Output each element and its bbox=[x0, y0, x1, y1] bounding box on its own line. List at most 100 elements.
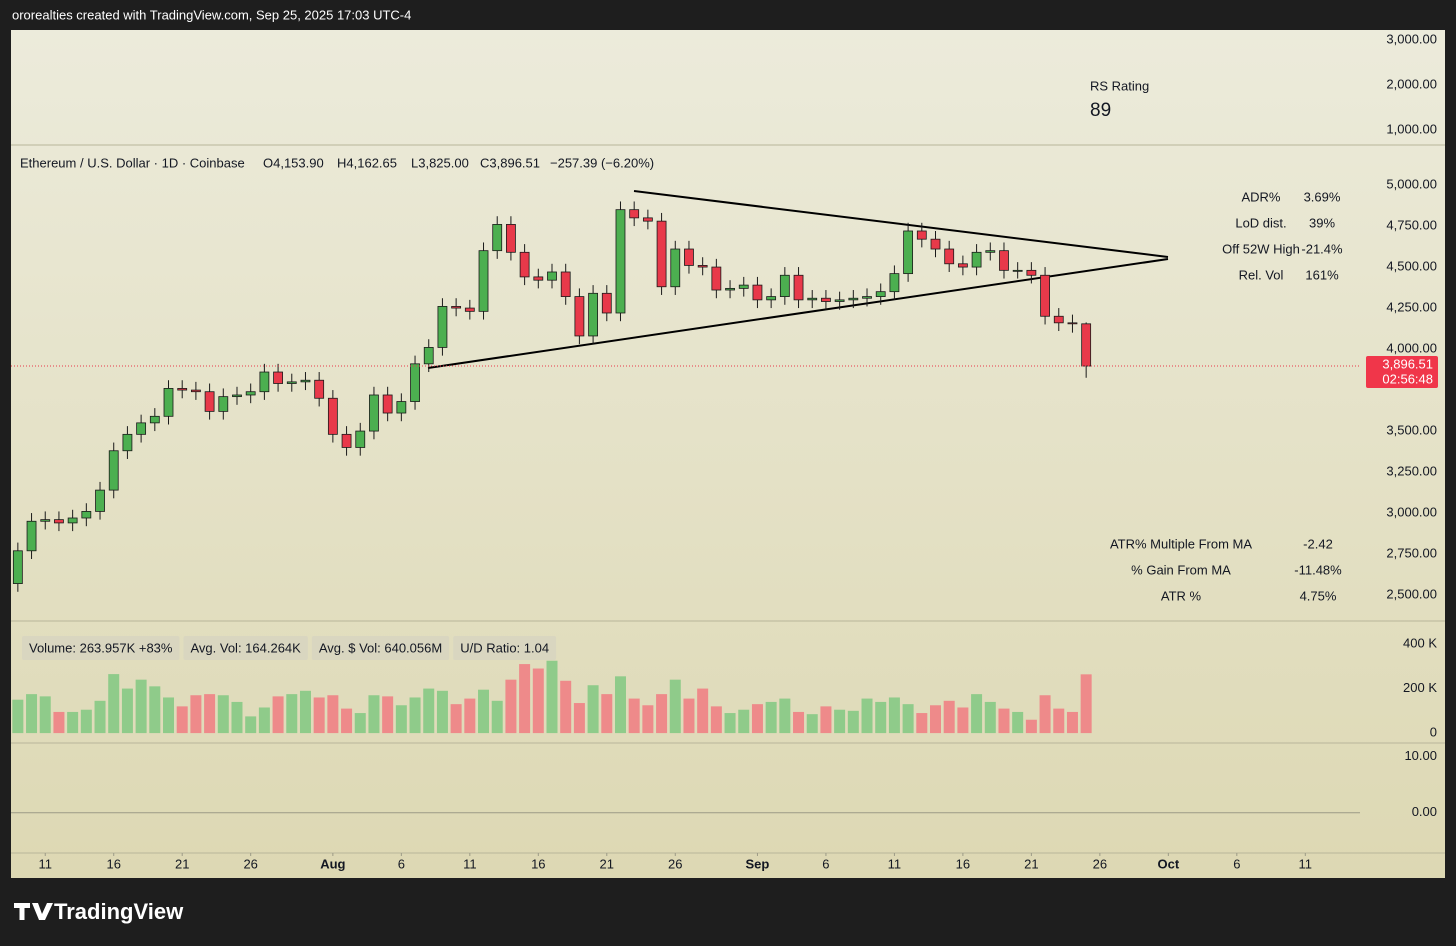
volume-bar bbox=[53, 711, 65, 734]
candle-body bbox=[779, 274, 790, 297]
y-tick-label: 400 K bbox=[1403, 635, 1437, 650]
volume-bar bbox=[341, 708, 353, 734]
stat-label: % Gain From MA bbox=[1131, 562, 1231, 577]
candle-body bbox=[12, 550, 23, 584]
y-tick-label: 1,000.00 bbox=[1386, 121, 1437, 136]
candle-body bbox=[204, 391, 215, 412]
volume-bar bbox=[1053, 708, 1065, 734]
candle-body bbox=[533, 276, 544, 281]
volume-bar bbox=[587, 685, 599, 734]
x-tick-label: 6 bbox=[398, 856, 405, 871]
volume-bar bbox=[354, 713, 366, 734]
candle-body bbox=[327, 397, 338, 435]
x-tick-label: 26 bbox=[668, 856, 682, 871]
y-tick-label: 4,500.00 bbox=[1386, 259, 1437, 274]
volume-bar bbox=[724, 713, 736, 734]
volume-bar bbox=[751, 704, 763, 734]
candle-body bbox=[149, 415, 160, 424]
volume-bar bbox=[395, 705, 407, 734]
candle-body bbox=[95, 489, 105, 512]
y-tick-label: 0 bbox=[1430, 725, 1437, 740]
candle-body bbox=[177, 388, 188, 391]
volume-info: Volume: 263.957K +83% bbox=[29, 640, 173, 655]
volume-bar bbox=[1012, 711, 1024, 734]
candle-body bbox=[903, 230, 914, 275]
volume-bar bbox=[327, 695, 339, 734]
volume-bar bbox=[546, 660, 558, 734]
volume-bar bbox=[121, 688, 133, 734]
volume-bar bbox=[26, 694, 38, 734]
y-tick-label: 3,000.00 bbox=[1386, 31, 1437, 46]
candle-body bbox=[232, 394, 242, 398]
x-tick-label: 11 bbox=[888, 856, 902, 871]
stat-label: Off 52W High bbox=[1222, 241, 1300, 256]
price-tag-timer: 02:56:48 bbox=[1382, 371, 1433, 386]
candle-body bbox=[355, 430, 366, 448]
y-tick-label: 200 K bbox=[1403, 680, 1437, 695]
volume-bar bbox=[1039, 695, 1051, 734]
stat-value: -2.42 bbox=[1303, 536, 1333, 551]
x-tick-label: 11 bbox=[1299, 856, 1313, 871]
volume-info: U/D Ratio: 1.04 bbox=[460, 640, 549, 655]
candle-body bbox=[218, 396, 229, 412]
volume-bar bbox=[683, 698, 695, 734]
candle-body bbox=[259, 371, 270, 393]
candle-body bbox=[40, 519, 51, 522]
logo-text: TradingView bbox=[54, 899, 184, 924]
stat-label: Rel. Vol bbox=[1239, 267, 1284, 282]
y-tick-label: 2,750.00 bbox=[1386, 546, 1437, 561]
candle-body bbox=[273, 371, 283, 384]
candle-body bbox=[670, 248, 681, 288]
legend-low: L3,825.00 bbox=[411, 155, 469, 170]
volume-bar bbox=[614, 676, 626, 734]
volume-bar bbox=[176, 706, 188, 734]
stat-value: 3.69% bbox=[1304, 189, 1341, 204]
y-tick-label: 0.00 bbox=[1412, 804, 1437, 819]
volume-bar bbox=[299, 690, 311, 734]
candle-body bbox=[862, 296, 872, 299]
candle-body bbox=[1012, 269, 1023, 272]
volume-bar bbox=[423, 688, 435, 734]
candle-body bbox=[1040, 274, 1050, 317]
volume-bar bbox=[765, 701, 777, 734]
volume-bar bbox=[532, 668, 544, 734]
volume-bar bbox=[642, 705, 654, 734]
volume-info: Avg. $ Vol: 640.056M bbox=[319, 640, 442, 655]
volume-bar bbox=[834, 709, 846, 734]
volume-info: Avg. Vol: 164.264K bbox=[190, 640, 301, 655]
pane-separators bbox=[11, 144, 1445, 854]
volume-bar bbox=[505, 679, 517, 734]
y-tick-label: 3,500.00 bbox=[1386, 423, 1437, 438]
candle-body bbox=[656, 220, 667, 288]
volume-bar bbox=[929, 705, 941, 734]
candle-body bbox=[396, 401, 407, 414]
candle-body bbox=[1067, 322, 1078, 325]
candle-body bbox=[67, 517, 78, 524]
candle-body bbox=[286, 381, 297, 384]
volume-bar bbox=[258, 707, 270, 734]
candle-body bbox=[122, 433, 133, 452]
candle-body bbox=[410, 363, 420, 402]
volume-bar bbox=[94, 700, 106, 734]
stat-label: ADR% bbox=[1241, 189, 1280, 204]
x-tick-label: 16 bbox=[531, 856, 545, 871]
volume-bar bbox=[957, 707, 969, 734]
legend-close: C3,896.51 bbox=[480, 155, 540, 170]
candle-body bbox=[821, 297, 831, 302]
legend-change: −257.39 (−6.20%) bbox=[550, 155, 654, 170]
candle-body bbox=[382, 394, 393, 414]
candle-body bbox=[560, 271, 571, 297]
y-tick-label: 3,000.00 bbox=[1386, 505, 1437, 520]
candle-body bbox=[601, 292, 612, 314]
candle-body bbox=[163, 388, 174, 417]
y-tick-label: 2,000.00 bbox=[1386, 76, 1437, 91]
candle-body bbox=[985, 250, 996, 253]
candle-body bbox=[26, 520, 37, 552]
volume-bar bbox=[409, 697, 421, 734]
x-tick-label: 26 bbox=[1093, 856, 1107, 871]
candle-body bbox=[506, 224, 516, 253]
x-tick-label: Sep bbox=[746, 856, 770, 871]
candle-body bbox=[629, 209, 640, 219]
candle-body bbox=[1053, 315, 1064, 324]
legend: Ethereum / U.S. Dollar · 1D · Coinbase O… bbox=[20, 155, 654, 170]
